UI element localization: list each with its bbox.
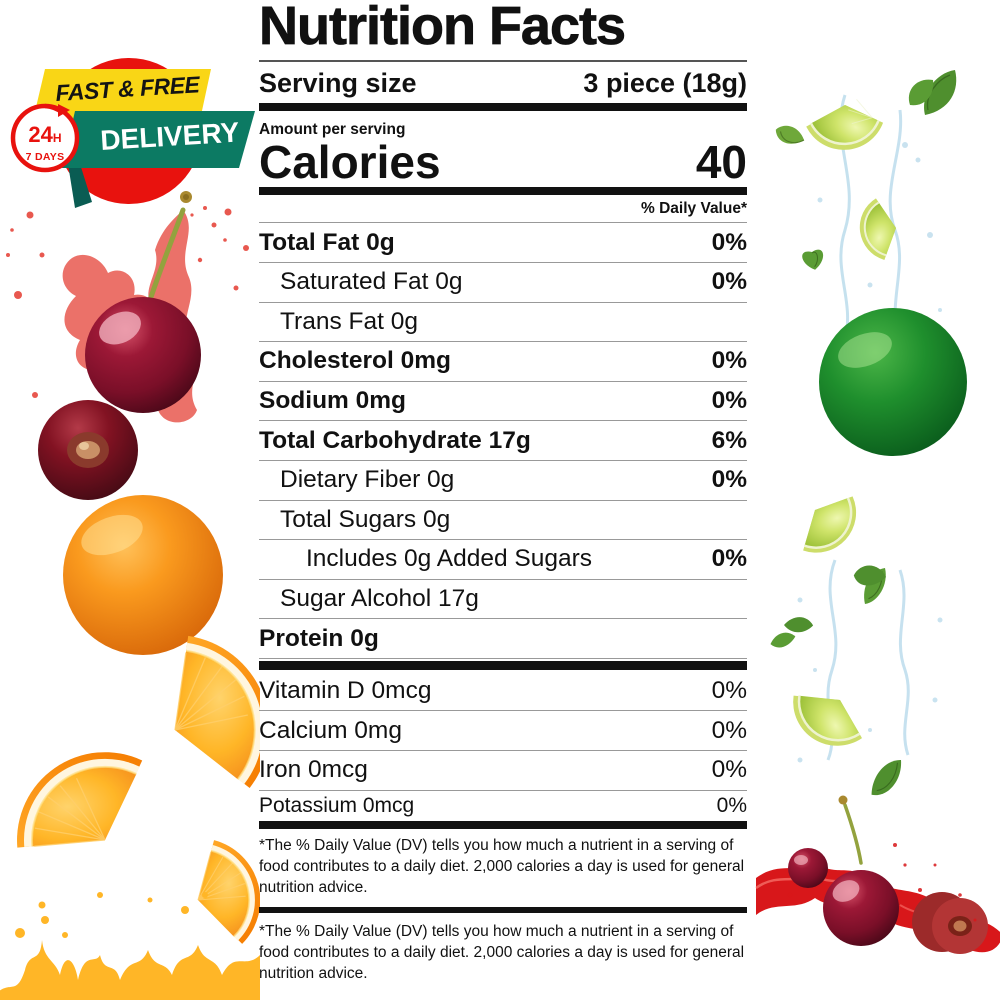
svg-text:7 DAYS: 7 DAYS [26, 151, 65, 163]
